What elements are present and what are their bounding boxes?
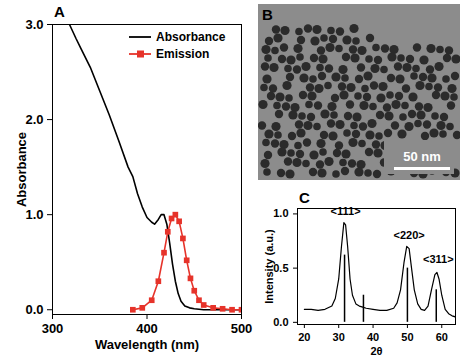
svg-text:<220>: <220>: [394, 229, 425, 241]
svg-text:2.0: 2.0: [25, 112, 43, 127]
svg-text:60: 60: [436, 331, 448, 343]
svg-text:40: 40: [367, 331, 379, 343]
svg-text:1.0: 1.0: [273, 207, 288, 219]
svg-text:500: 500: [231, 321, 253, 336]
svg-text:0.0: 0.0: [273, 316, 288, 328]
svg-text:400: 400: [136, 321, 158, 336]
svg-text:Intensity (a.u.): Intensity (a.u.): [263, 229, 275, 304]
svg-text:<111>: <111>: [331, 205, 361, 217]
svg-text:Absorbance: Absorbance: [14, 132, 29, 207]
svg-text:Absorbance: Absorbance: [156, 30, 226, 44]
svg-text:20: 20: [298, 331, 310, 343]
html-text:A: A: [54, 3, 65, 20]
svg-text:2θ: 2θ: [370, 345, 382, 357]
svg-text:30: 30: [333, 331, 345, 343]
svg-text:1.0: 1.0: [25, 207, 43, 222]
svg-text:3.0: 3.0: [25, 17, 43, 32]
svg-text:0.0: 0.0: [25, 302, 43, 317]
html-text:C: C: [299, 189, 310, 206]
svg-text:Emission: Emission: [156, 47, 209, 61]
svg-text:B: B: [262, 6, 273, 23]
svg-text:50 nm: 50 nm: [403, 149, 441, 164]
svg-text:Wavelength (nm): Wavelength (nm): [95, 337, 199, 352]
svg-text:0.5: 0.5: [273, 262, 288, 274]
svg-text:50: 50: [401, 331, 413, 343]
svg-text:<311>: <311>: [423, 253, 454, 265]
svg-text:300: 300: [42, 321, 64, 336]
